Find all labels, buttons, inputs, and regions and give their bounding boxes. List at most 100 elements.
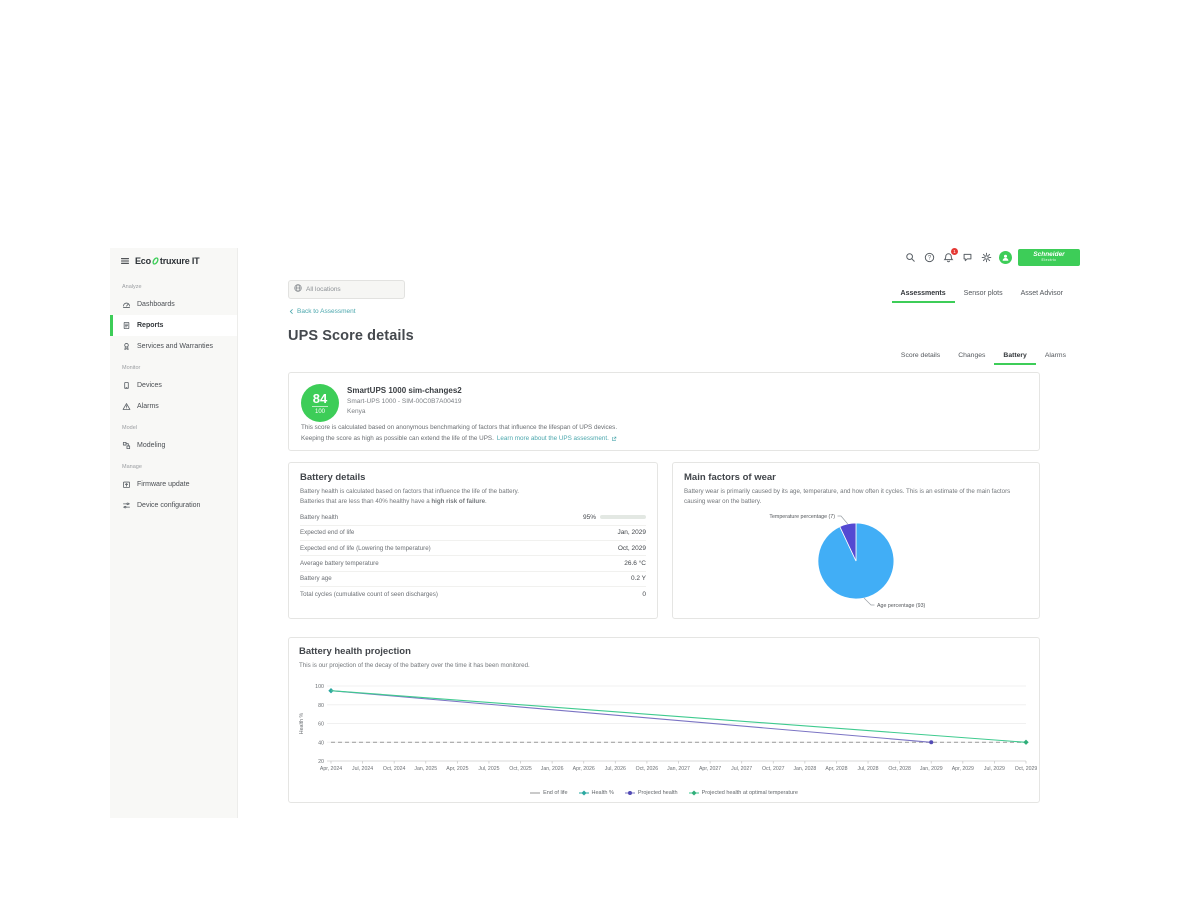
svg-text:100: 100 — [315, 684, 324, 690]
pie-label-temperature: Temperature percentage (7) — [769, 514, 835, 520]
detail-value: 0 — [642, 591, 646, 599]
feedback-icon[interactable] — [961, 251, 974, 264]
device-config-icon — [122, 501, 131, 510]
legend-label: Projected health at optimal temperature — [701, 790, 798, 796]
svg-text:Jul, 2026: Jul, 2026 — [605, 766, 626, 772]
notifications-bell-icon[interactable]: 1 — [942, 248, 958, 264]
detail-value: 26.6 °C — [624, 560, 646, 568]
ups-score-card: 84 100 SmartUPS 1000 sim-changes2 Smart-… — [288, 372, 1040, 451]
sidebar-item-dashboards[interactable]: Dashboards — [110, 294, 237, 315]
schneider-electric-logo[interactable]: Schneider Electric — [1018, 249, 1080, 266]
device-model: Smart-UPS 1000 - SIM-00C0B7A00419 — [347, 398, 462, 405]
sidebar-item-label: Dashboards — [137, 301, 175, 308]
hamburger-menu-icon[interactable] — [120, 256, 130, 266]
device-name: SmartUPS 1000 sim-changes2 — [347, 386, 462, 395]
subtab-alarms[interactable]: Alarms — [1044, 352, 1066, 359]
sidebar-item-label: Modeling — [137, 442, 166, 449]
wear-pie-chart: Temperature percentage (7) Age percentage… — [769, 514, 926, 609]
firmware-icon — [122, 480, 131, 489]
sidebar-item-devices[interactable]: Devices — [110, 375, 237, 396]
settings-gear-icon[interactable] — [980, 251, 993, 264]
page-title: UPS Score details — [288, 327, 414, 344]
svg-text:Jul, 2029: Jul, 2029 — [984, 766, 1005, 772]
svg-text:Apr, 2025: Apr, 2025 — [446, 766, 468, 772]
legend-label: Health % — [591, 790, 614, 796]
svg-text:Apr, 2027: Apr, 2027 — [699, 766, 721, 772]
battery-details-description: Battery health is calculated based on fa… — [300, 488, 519, 505]
tab-assessments[interactable]: Assessments — [891, 287, 955, 303]
subtab-changes[interactable]: Changes — [958, 352, 986, 359]
sidebar-item-services-and-warranties[interactable]: Services and Warranties — [110, 336, 237, 357]
sidebar-item-label: Firmware update — [137, 481, 190, 488]
series-projected-health — [330, 690, 932, 743]
tab-asset-advisor[interactable]: Asset Advisor — [1020, 290, 1063, 297]
ecostruxure-loop-icon — [151, 256, 160, 266]
main-area: ? 1 Schneider Electric — [238, 248, 1080, 818]
svg-text:60: 60 — [318, 722, 324, 728]
reports-icon — [122, 321, 131, 330]
legend-item-projected-health-at-optimal-temperature[interactable]: Projected health at optimal temperature — [688, 790, 798, 796]
legend-label: Projected health — [637, 790, 678, 796]
score-description-2: Keeping the score as high as possible ca… — [301, 435, 617, 442]
score-max: 100 — [314, 408, 325, 415]
pie-slice-temperature-percentage-7 — [839, 522, 857, 562]
svg-text:80: 80 — [318, 703, 324, 709]
battery-detail-row: Battery age 0.2 Y — [300, 572, 646, 588]
detail-label: Average battery temperature — [300, 560, 379, 568]
help-icon[interactable]: ? — [923, 251, 936, 264]
search-icon[interactable] — [904, 251, 917, 264]
subtab-score-details[interactable]: Score details — [900, 352, 941, 359]
score-value: 84 — [312, 390, 328, 406]
sidebar-item-label: Alarms — [137, 403, 159, 410]
svg-text:Oct, 2029: Oct, 2029 — [1015, 766, 1038, 772]
legend-item-end-of-life[interactable]: End of life — [530, 790, 568, 796]
legend-item-projected-health[interactable]: Projected health — [624, 790, 678, 796]
device-location: Kenya — [347, 408, 366, 415]
battery-details-rows: Battery health 95% Expected end of life Jan… — [300, 510, 646, 602]
detail-value: 95% — [583, 514, 646, 521]
detail-label: Expected end of life — [300, 529, 355, 537]
sidebar-item-modeling[interactable]: Modeling — [110, 435, 237, 456]
legend-item-health[interactable]: Health % — [578, 790, 614, 796]
battery-details-title: Battery details — [300, 472, 366, 483]
ecostruxure-app-window: Eco truxure IT Analyze Dashboards Reports Se… — [110, 248, 1080, 818]
svg-text:40: 40 — [318, 740, 324, 746]
devices-icon — [122, 381, 131, 390]
app-logo-text: Eco truxure IT — [135, 256, 200, 266]
main-tabs: Assessments Sensor plots Asset Advisor — [891, 287, 1072, 303]
sidebar-item-alarms[interactable]: Alarms — [110, 396, 237, 417]
chevron-left-icon — [288, 308, 295, 315]
app-logo[interactable]: Eco truxure IT — [110, 248, 237, 276]
projection-title: Battery health projection — [299, 646, 411, 657]
location-search-input[interactable] — [288, 280, 405, 299]
wear-factors-description: Battery wear is primarily caused by its … — [684, 488, 1011, 505]
series-projected-health-at-optimal-temperature — [330, 690, 1027, 743]
svg-text:Jan, 2026: Jan, 2026 — [541, 766, 564, 772]
learn-more-link[interactable]: Learn more about the UPS assessment. — [497, 435, 617, 442]
svg-text:Oct, 2026: Oct, 2026 — [636, 766, 659, 772]
pie-label-age: Age percentage (93) — [877, 603, 926, 609]
sidebar-item-device-configuration[interactable]: Device configuration — [110, 495, 237, 516]
detail-label: Total cycles (cumulative count of seen d… — [300, 591, 438, 599]
battery-detail-row: Total cycles (cumulative count of seen d… — [300, 587, 646, 602]
legend-label: End of life — [543, 790, 568, 796]
back-to-assessment-link[interactable]: Back to Assessment — [288, 308, 356, 315]
wear-factors-title: Main factors of wear — [684, 472, 776, 483]
dashboards-icon — [122, 300, 131, 309]
sidebar-item-firmware-update[interactable]: Firmware update — [110, 474, 237, 495]
detail-label: Battery age — [300, 575, 332, 583]
detail-label: Battery health — [300, 513, 339, 521]
subtab-battery[interactable]: Battery — [994, 349, 1036, 365]
sidebar-item-reports[interactable]: Reports — [110, 315, 237, 336]
wear-factors-card: Main factors of wear Battery wear is pri… — [672, 462, 1040, 619]
tab-sensor-plots[interactable]: Sensor plots — [963, 290, 1003, 297]
sidebar-nav: Analyze Dashboards Reports Services and War… — [110, 276, 237, 516]
projection-line-chart: 20 40 60 80 100 Apr, 2024 Jul, 2024 Oct, 2024 Ja… — [299, 684, 1038, 772]
services-icon — [122, 342, 131, 351]
svg-text:?: ? — [928, 256, 932, 262]
sidebar-item-label: Reports — [137, 322, 164, 329]
user-avatar[interactable] — [999, 251, 1012, 264]
detail-value: Jan, 2029 — [617, 529, 646, 537]
svg-text:Oct, 2024: Oct, 2024 — [383, 766, 406, 772]
svg-text:Apr, 2029: Apr, 2029 — [952, 766, 974, 772]
